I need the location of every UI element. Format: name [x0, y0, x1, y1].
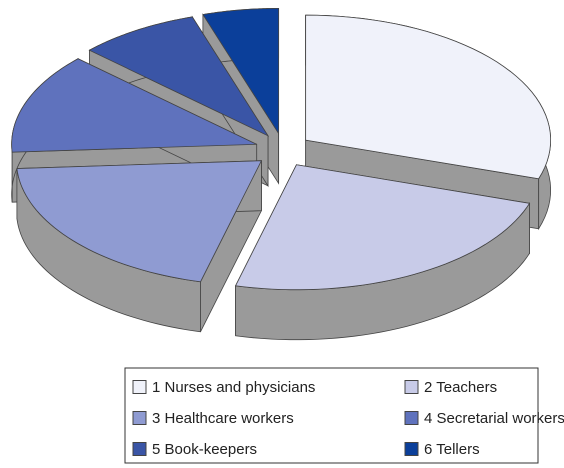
legend-label: 6 Tellers: [424, 441, 480, 458]
legend-swatch: [132, 411, 147, 425]
legend-label: 3 Healthcare workers: [152, 410, 294, 427]
legend-box: [124, 367, 539, 464]
slice-top: [234, 164, 531, 291]
slice-top: [88, 16, 270, 137]
legend-label: 2 Teachers: [424, 379, 497, 396]
legend-swatch: [404, 380, 419, 394]
slice-top: [202, 8, 280, 135]
legend-label: 1 Nurses and physicians: [152, 379, 315, 396]
legend-swatch: [404, 442, 419, 456]
slice: [305, 14, 552, 231]
slice-top: [305, 14, 552, 180]
legend-swatch: [132, 442, 147, 456]
legend-swatch: [132, 380, 147, 394]
slice: [16, 160, 263, 333]
legend-label: 4 Secretarial workers: [424, 410, 564, 427]
slice-top: [16, 160, 263, 283]
legend-label: 5 Book-keepers: [152, 441, 257, 458]
slice-top: [11, 58, 257, 153]
slice: [234, 164, 531, 341]
legend-swatch: [404, 411, 419, 425]
